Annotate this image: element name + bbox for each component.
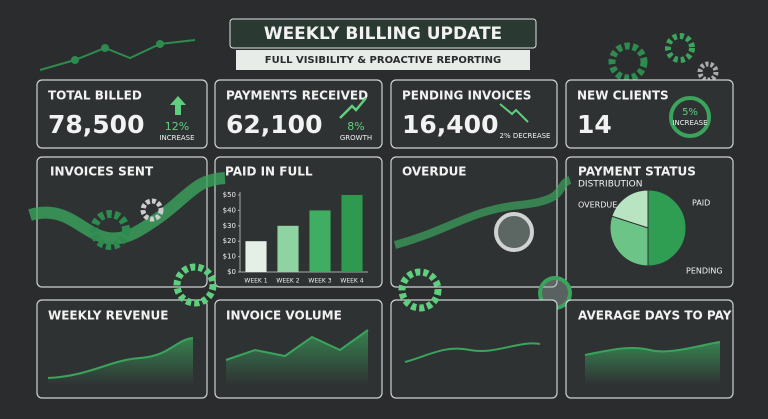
down-arrow xyxy=(499,103,529,123)
panel-title: PAYMENT STATUS xyxy=(578,165,696,179)
decor-wave xyxy=(393,176,572,249)
y-tick-label: $50 xyxy=(223,191,236,199)
up-arrow xyxy=(170,96,186,115)
decor-dot xyxy=(101,44,109,52)
decor-line xyxy=(39,39,196,71)
kpi-title: PENDING INVOICES xyxy=(402,89,531,103)
panel-subtitle: DISTRIBUTION xyxy=(578,180,642,190)
x-tick-label: WEEK 1 xyxy=(244,278,267,285)
panel-title: INVOICE VOLUME xyxy=(226,309,342,323)
panel-title: INVOICES SENT xyxy=(50,165,154,179)
y-tick-label: $20 xyxy=(223,237,236,245)
pie-slice xyxy=(647,189,687,267)
kpi-value: 16,400 xyxy=(402,110,498,139)
decor-dot xyxy=(156,40,164,48)
kpi-title: PAYMENTS RECEIVED xyxy=(226,89,368,103)
panel-title: AVERAGE DAYS TO PAY xyxy=(578,309,732,323)
kpi-value: 78,500 xyxy=(48,110,144,139)
kpi-title: NEW CLIENTS xyxy=(577,89,669,103)
y-tick-label: $0 xyxy=(227,268,236,276)
kpi-card xyxy=(214,79,383,149)
kpi-value: 14 xyxy=(577,110,612,139)
kpi-title: TOTAL BILLED xyxy=(48,89,142,103)
pie-label: OVERDUE xyxy=(578,201,617,210)
pie-label: PENDING xyxy=(686,267,723,276)
gear xyxy=(140,198,164,222)
magnifier xyxy=(494,212,534,252)
gear xyxy=(173,263,217,307)
sparkline-area xyxy=(585,342,720,385)
pie-label: PAID xyxy=(692,199,710,208)
kpi-change-label: GROWTH xyxy=(340,134,372,142)
panel-title: WEEKLY REVENUE xyxy=(48,309,168,323)
y-tick-label: $40 xyxy=(223,206,236,214)
bar xyxy=(309,210,331,272)
growth-arrow xyxy=(339,97,367,119)
title: WEEKLY BILLING UPDATE xyxy=(264,24,502,44)
gear xyxy=(697,61,719,83)
sparkline xyxy=(404,342,541,363)
kpi-value: 62,100 xyxy=(226,110,322,139)
panel-title: PAID IN FULL xyxy=(225,165,313,179)
panel xyxy=(390,156,558,288)
sparkline xyxy=(47,337,194,379)
title-box xyxy=(229,18,537,49)
x-tick-label: WEEK 3 xyxy=(308,278,331,285)
bar xyxy=(341,195,363,272)
gear xyxy=(665,33,695,63)
panel-title: OVERDUE xyxy=(402,165,467,179)
kpi-change-label: INCREASE xyxy=(159,134,194,142)
kpi-card xyxy=(36,79,208,149)
kpi-change: 12% xyxy=(165,120,189,133)
pie-slice xyxy=(611,189,649,229)
pie-slice xyxy=(609,215,649,267)
bar xyxy=(277,225,299,272)
x-tick-label: WEEK 4 xyxy=(340,278,363,285)
y-tick-label: $30 xyxy=(223,222,236,230)
ring xyxy=(669,96,711,138)
kpi-card xyxy=(390,79,558,149)
kpi-change: 8% xyxy=(347,120,364,133)
subtitle: FULL VISIBILITY & PROACTIVE REPORTING xyxy=(265,55,501,66)
panel xyxy=(390,299,558,399)
x-tick-label: WEEK 2 xyxy=(276,278,299,285)
kpi-change-label: INCREASE xyxy=(672,119,707,127)
gear xyxy=(608,42,648,82)
subtitle-box xyxy=(236,50,530,70)
bar xyxy=(245,241,267,272)
kpi-change: 2% DECREASE xyxy=(500,132,551,140)
decor-wave xyxy=(28,172,226,245)
gear xyxy=(398,268,442,312)
sparkline-area xyxy=(226,330,368,385)
decor-dot xyxy=(71,56,79,64)
y-tick-label: $10 xyxy=(223,253,236,261)
kpi-change: 5% xyxy=(682,107,698,118)
gear xyxy=(90,210,130,250)
